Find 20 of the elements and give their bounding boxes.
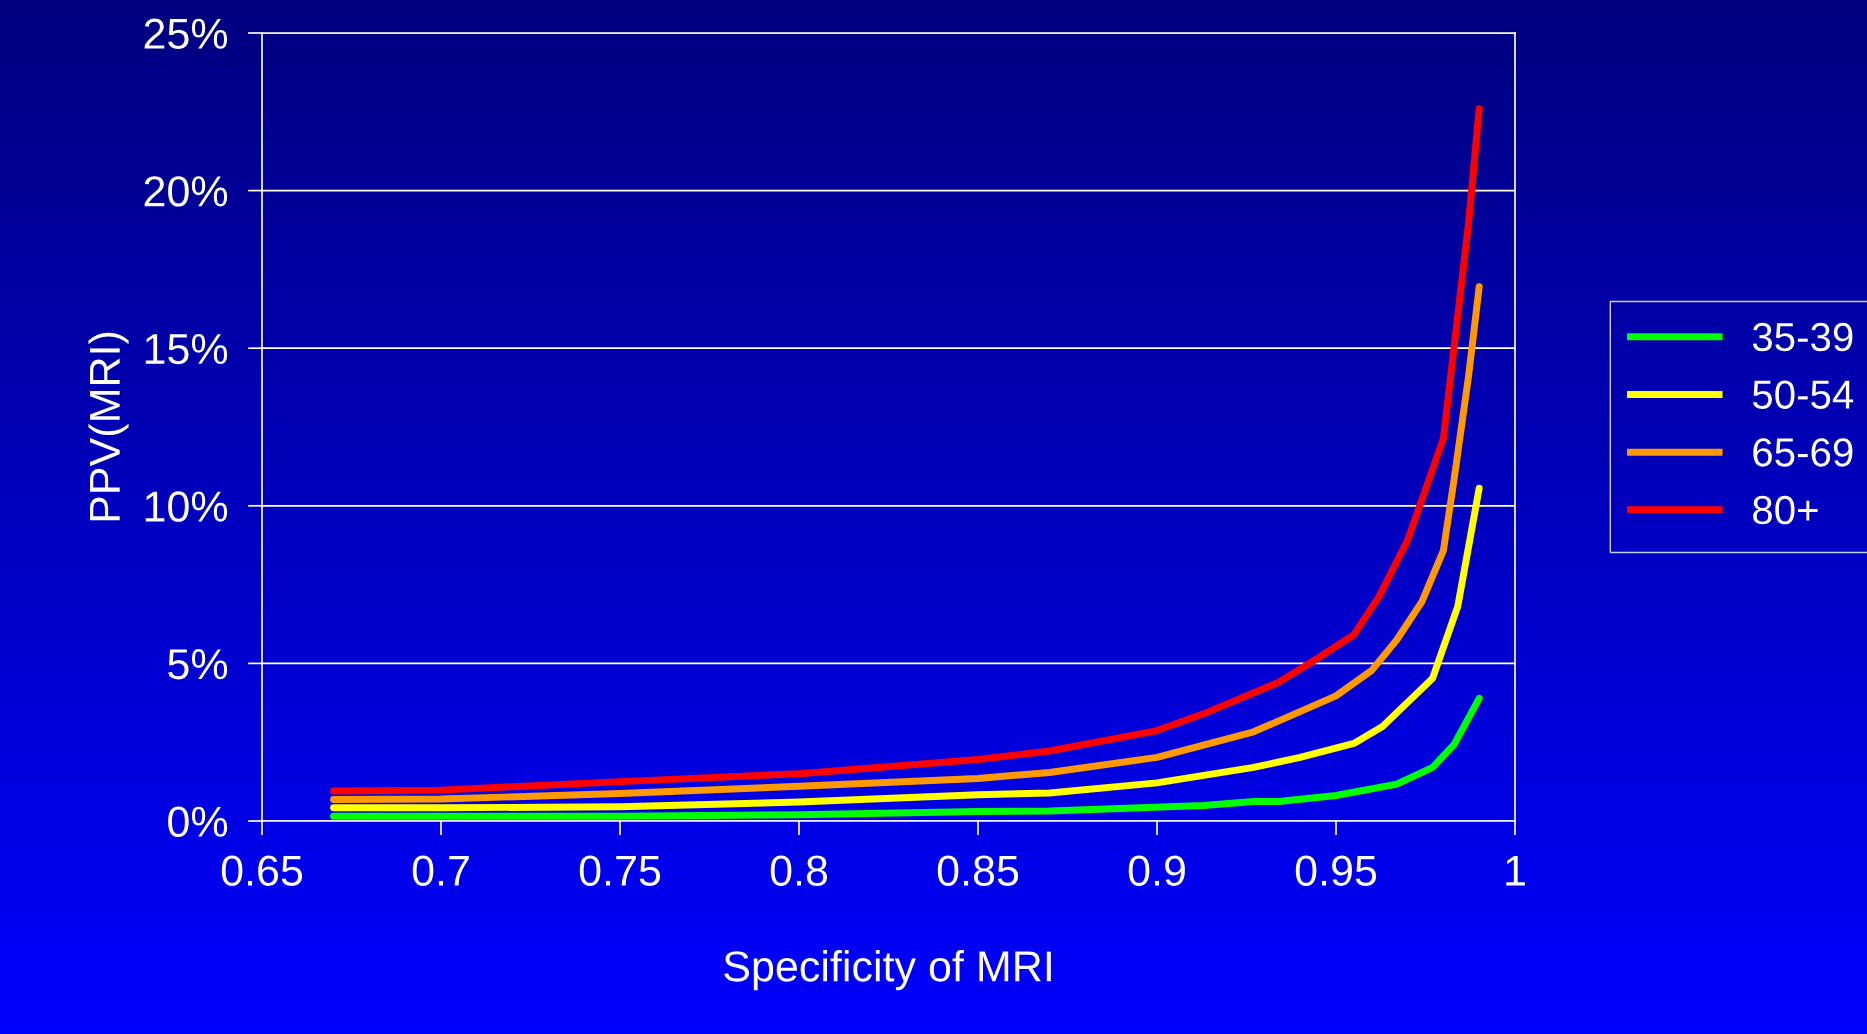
x-tick-label: 0.95	[1295, 855, 1377, 886]
legend-label: 35-39	[1752, 322, 1853, 352]
x-axis-title: Specificity of MRI	[724, 950, 1051, 991]
legend-label: 50-54	[1752, 380, 1854, 409]
x-tick-label: 0.8	[770, 855, 828, 886]
x-tick-label: 0.9	[1128, 855, 1185, 886]
y-axis-title: PPV(MRI)	[88, 332, 129, 521]
x-tick-label: 1	[1506, 855, 1525, 886]
legend-label: 80+	[1753, 495, 1818, 525]
legend-label: 65-69	[1753, 438, 1853, 467]
y-tick-label: 5%	[168, 649, 228, 680]
y-tick-label: 15%	[145, 333, 228, 365]
x-tick-label: 0.7	[412, 855, 469, 886]
y-tick-label: 20%	[144, 176, 228, 207]
y-tick-label: 0%	[168, 806, 228, 838]
x-tick-label: 0.85	[937, 855, 1019, 886]
y-tick-label: 25%	[144, 18, 228, 50]
x-tick-label: 0.65	[221, 855, 303, 886]
x-tick-label: 0.75	[579, 855, 661, 886]
y-tick-label: 10%	[145, 491, 228, 522]
